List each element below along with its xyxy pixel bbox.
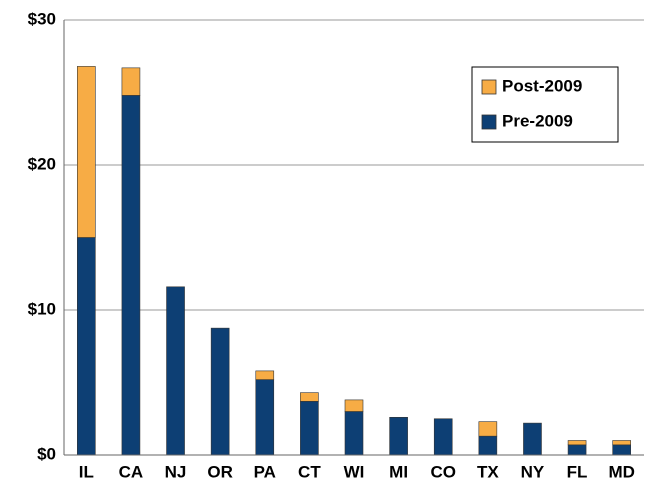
x-tick-label: CT bbox=[298, 462, 321, 481]
bar-segment bbox=[77, 66, 96, 238]
y-tick-label: $30 bbox=[28, 9, 56, 28]
bar-segment bbox=[523, 422, 542, 456]
bar-segment bbox=[166, 286, 185, 456]
bar-segment bbox=[255, 379, 275, 456]
x-tick-label: FL bbox=[567, 462, 588, 481]
bar-segment bbox=[300, 392, 319, 402]
legend-label: Post-2009 bbox=[502, 76, 582, 95]
bar-segment bbox=[612, 444, 631, 456]
bar-segment bbox=[567, 440, 587, 446]
bar-segment bbox=[389, 416, 408, 456]
x-tick-label: NY bbox=[521, 462, 545, 481]
bar-segment bbox=[255, 370, 275, 380]
x-tick-label: WI bbox=[344, 462, 365, 481]
legend-swatch bbox=[481, 79, 497, 95]
x-tick-label: MD bbox=[608, 462, 634, 481]
legend-box bbox=[471, 66, 619, 143]
bar-segment bbox=[210, 327, 230, 456]
y-tick-label: $10 bbox=[28, 299, 56, 318]
bar-segment bbox=[478, 421, 498, 437]
bar-segment bbox=[433, 418, 453, 456]
bar-segment bbox=[300, 401, 319, 456]
x-tick-label: PA bbox=[254, 462, 276, 481]
x-tick-label: MI bbox=[389, 462, 408, 481]
x-tick-label: NJ bbox=[165, 462, 187, 481]
x-tick-label: IL bbox=[79, 462, 94, 481]
x-tick-label: CO bbox=[430, 462, 456, 481]
bar-segment bbox=[567, 444, 587, 456]
x-tick-label: TX bbox=[477, 462, 499, 481]
y-tick-label: $20 bbox=[28, 154, 56, 173]
x-tick-label: OR bbox=[207, 462, 233, 481]
legend-label: Pre-2009 bbox=[502, 111, 573, 130]
bar-segment bbox=[344, 411, 364, 456]
x-tick-label: CA bbox=[119, 462, 144, 481]
bar-segment bbox=[612, 440, 631, 446]
legend-swatch bbox=[481, 114, 497, 130]
bar-segment bbox=[121, 95, 141, 456]
y-tick-label: $0 bbox=[37, 444, 56, 463]
bar-segment bbox=[478, 435, 498, 456]
bar-segment bbox=[121, 67, 141, 96]
bar-segment bbox=[344, 399, 364, 412]
bar-segment bbox=[77, 237, 96, 456]
